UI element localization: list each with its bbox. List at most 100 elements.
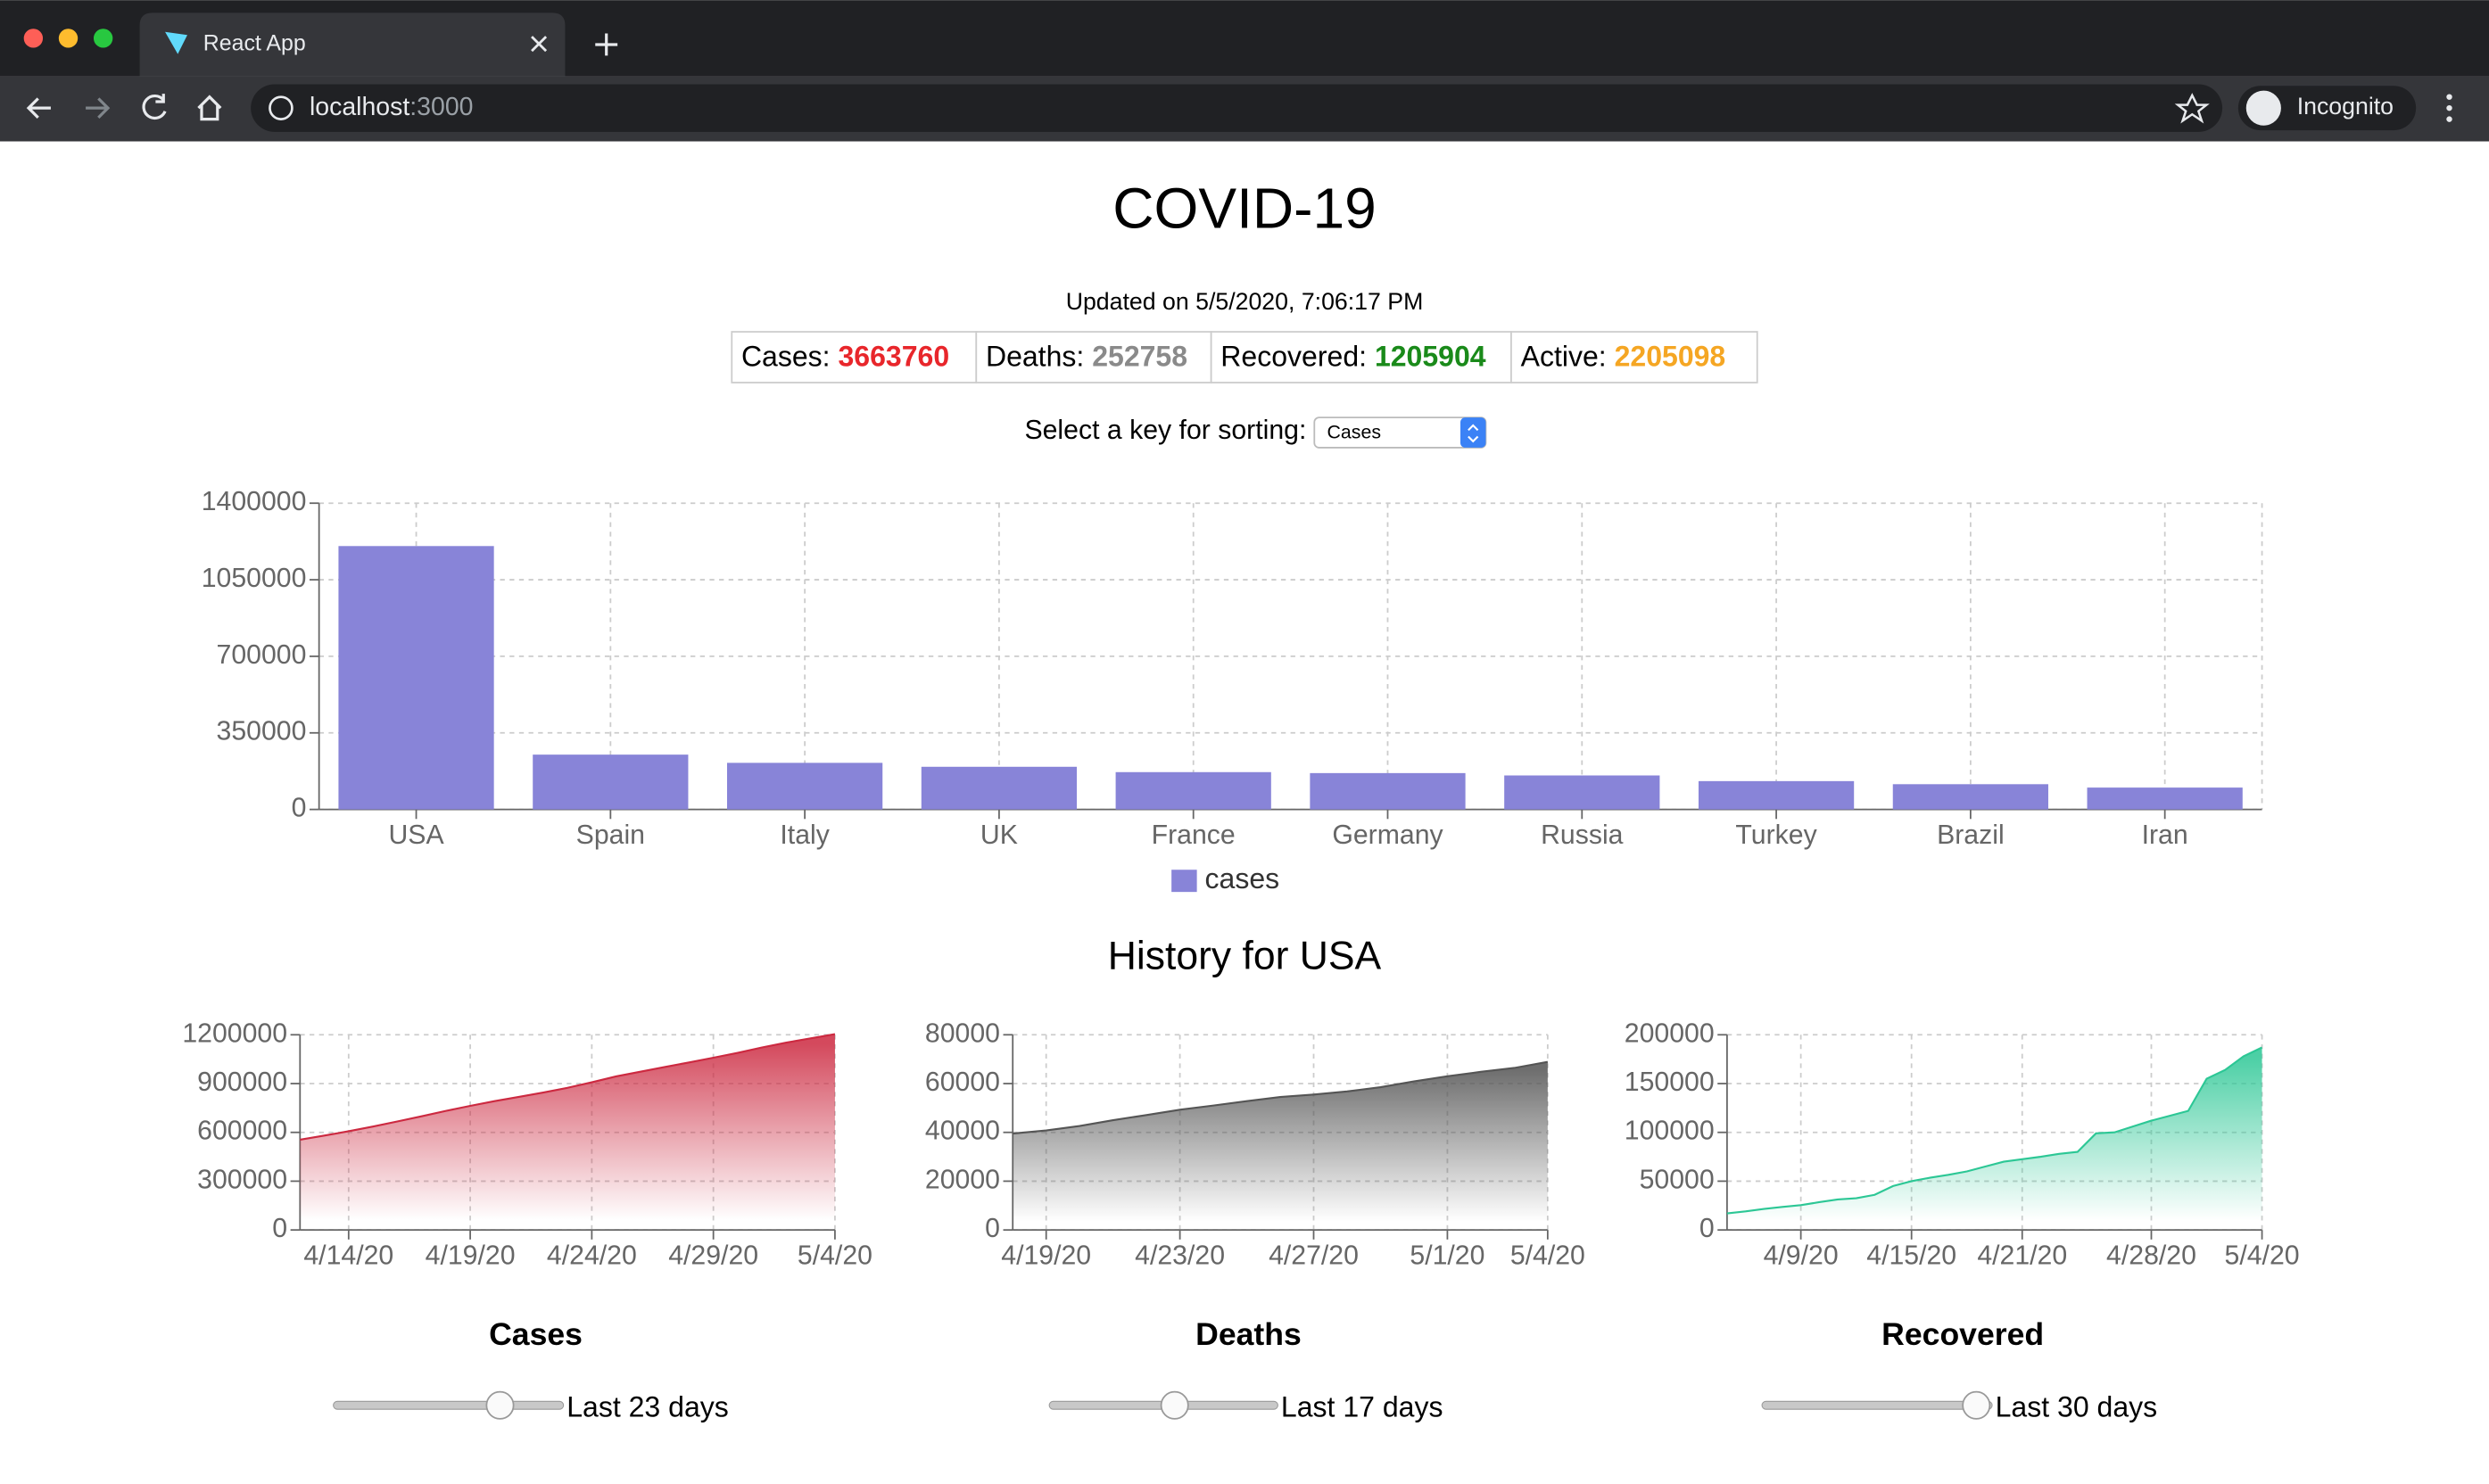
summary-item: Deaths: 252758: [986, 341, 1187, 373]
summary: Cases: 3663760 Deaths: 252758 Recovered: 1…: [731, 331, 1758, 383]
incognito-icon: [2245, 90, 2281, 126]
x-tick-label: 4/19/20: [1001, 1241, 1091, 1270]
slider-thumb[interactable]: [1160, 1390, 1189, 1420]
summary-cell: [1510, 331, 1758, 383]
summary-label: Deaths:: [986, 341, 1084, 373]
x-tick-label: Brazil: [1937, 820, 2005, 850]
x-tick-label: 5/4/20: [2225, 1241, 2300, 1270]
bar: [338, 546, 494, 810]
area: [300, 1034, 835, 1231]
x-tick-label: 5/1/20: [1410, 1241, 1484, 1270]
x-tick-label: 4/14/20: [303, 1241, 393, 1270]
x-tick-label: Turkey: [1735, 820, 1817, 850]
history-title: History for USA: [1108, 935, 1382, 978]
x-tick-label: Spain: [576, 820, 645, 850]
y-tick-label: 80000: [925, 1018, 1000, 1048]
chart-title: Cases: [489, 1316, 583, 1352]
x-tick-label: France: [1152, 820, 1236, 850]
info-icon[interactable]: [269, 95, 294, 120]
bookmark-star[interactable]: [2174, 93, 2210, 124]
charts: 0 350000 700000 1050000 1400000 USA Spain Italy…: [182, 487, 2299, 1422]
forward-button[interactable]: [86, 97, 111, 119]
bar: [1698, 780, 1855, 810]
url: localhost:3000: [310, 93, 474, 121]
y-tick-label: 0: [272, 1214, 287, 1243]
x-tick-label: UK: [980, 820, 1018, 850]
x-tick-label: Germany: [1332, 820, 1443, 850]
x-tick-label: USA: [388, 820, 444, 850]
summary-value: 2205098: [1615, 341, 1726, 373]
bar: [1504, 775, 1660, 810]
tab[interactable]: [139, 12, 566, 77]
x-tick-label: Italy: [780, 820, 830, 850]
area: [1726, 1047, 2262, 1231]
tab-close[interactable]: [531, 36, 548, 53]
page-title: COVID-19: [1112, 177, 1376, 241]
bar: [727, 763, 883, 810]
select-arrows: [1459, 417, 1486, 448]
address-bar[interactable]: [251, 84, 2223, 132]
slider-thumb[interactable]: [485, 1390, 515, 1420]
summary-item: Active: 2205098: [1521, 341, 1726, 373]
bar: [533, 754, 689, 810]
y-tick-label: 200000: [1625, 1018, 1715, 1048]
summary-cell: [731, 331, 978, 383]
x-tick-label: Iran: [2142, 820, 2188, 850]
y-tick-label: 20000: [925, 1165, 1000, 1194]
y-tick-label: 100000: [1625, 1117, 1715, 1146]
slider-label: Last 30 days: [1996, 1391, 2158, 1423]
summary-label: Cases:: [741, 341, 831, 373]
sort-selected: Cases: [1327, 422, 1381, 443]
url-host: localhost: [310, 93, 409, 121]
summary-value: 1205904: [1375, 341, 1486, 373]
y-tick-label: 350000: [217, 717, 307, 746]
summary-cell: [1210, 331, 1512, 383]
reload-button[interactable]: [142, 94, 167, 120]
x-tick-label: 4/24/20: [547, 1241, 637, 1270]
y-tick-label: 60000: [925, 1068, 1000, 1097]
back-button[interactable]: [26, 97, 51, 119]
url-port: :3000: [409, 93, 473, 121]
bar: [921, 766, 1078, 810]
x-tick-label: Russia: [1541, 820, 1624, 850]
summary-value: 3663760: [839, 341, 950, 373]
slider-label: Last 17 days: [1281, 1391, 1443, 1423]
y-tick-label: 0: [1699, 1214, 1715, 1243]
chart-title: Deaths: [1195, 1316, 1302, 1352]
y-tick-label: 600000: [197, 1117, 287, 1146]
summary-label: Active:: [1521, 341, 1607, 373]
zoom-dot[interactable]: [93, 29, 113, 48]
tab-icon: [165, 31, 187, 54]
x-tick-label: 4/27/20: [1269, 1241, 1359, 1270]
x-tick-label: 4/19/20: [426, 1241, 516, 1270]
y-tick-label: 0: [985, 1214, 1000, 1243]
slider-track[interactable]: [1761, 1400, 1993, 1410]
x-tick-label: 4/15/20: [1866, 1241, 1956, 1270]
x-tick-label: 5/4/20: [1510, 1241, 1585, 1270]
y-tick-label: 900000: [197, 1068, 287, 1097]
menu-button[interactable]: [2446, 94, 2452, 122]
updated-time: Updated on 5/5/2020, 7:06:17 PM: [1066, 288, 1424, 315]
new-tab[interactable]: [595, 33, 618, 56]
profile-label: Incognito: [2297, 93, 2394, 120]
x-tick-label: 4/23/20: [1135, 1241, 1225, 1270]
slider-thumb[interactable]: [1962, 1390, 1991, 1420]
close-dot[interactable]: [23, 29, 44, 48]
y-tick-label: 0: [292, 794, 307, 823]
y-tick-label: 1050000: [202, 564, 307, 593]
minimize-dot[interactable]: [58, 29, 79, 48]
slider-track[interactable]: [333, 1400, 565, 1410]
summary-value: 252758: [1092, 341, 1187, 373]
bar: [2087, 787, 2243, 810]
y-tick-label: 300000: [197, 1165, 287, 1194]
area-line: [1013, 1060, 1549, 1135]
select-arrow-icon: [1468, 424, 1479, 443]
home-button[interactable]: [197, 95, 222, 121]
summary-item: Cases: 3663760: [741, 341, 949, 373]
legend-label: cases: [1205, 862, 1280, 895]
bar: [1892, 784, 2048, 810]
bar: [1115, 771, 1271, 810]
profile-button[interactable]: [2237, 86, 2417, 131]
area: [1013, 1061, 1548, 1231]
